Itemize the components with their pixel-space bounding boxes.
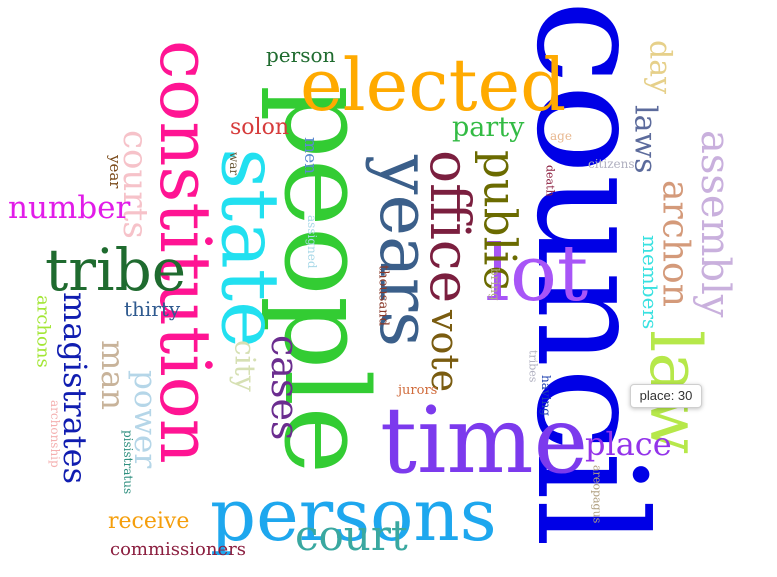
- word-assigned[interactable]: assigned: [305, 215, 319, 269]
- word-assembly[interactable]: assembly: [692, 130, 738, 318]
- word-pisistratus[interactable]: pisistratus: [121, 430, 135, 494]
- word-war[interactable]: war: [227, 152, 241, 175]
- word-archon[interactable]: archon: [655, 180, 696, 307]
- hover-tooltip: place: 30: [630, 384, 702, 408]
- word-receive[interactable]: receive: [108, 509, 189, 534]
- word-elected[interactable]: elected: [300, 43, 566, 127]
- word-solon[interactable]: solon: [230, 115, 289, 140]
- word-power[interactable]: power: [127, 370, 163, 468]
- word-city[interactable]: city: [229, 340, 262, 392]
- word-tribe[interactable]: tribe: [45, 236, 186, 304]
- word-people[interactable]: people: [258, 85, 392, 474]
- word-lot[interactable]: lot: [485, 229, 588, 319]
- word-men[interactable]: men: [300, 137, 320, 174]
- word-day[interactable]: day: [643, 40, 678, 94]
- word-constitution[interactable]: constitution: [144, 40, 226, 464]
- word-age[interactable]: age: [550, 129, 572, 143]
- word-having[interactable]: having: [539, 375, 553, 416]
- word-vote[interactable]: vote: [423, 309, 467, 392]
- word-person[interactable]: person: [266, 43, 336, 67]
- word-laws[interactable]: laws: [628, 105, 663, 174]
- word-time[interactable]: time: [380, 387, 588, 494]
- word-public[interactable]: public: [474, 150, 527, 291]
- word-death[interactable]: death: [544, 165, 557, 197]
- word-state[interactable]: state: [204, 148, 297, 348]
- word-members[interactable]: members: [638, 235, 662, 329]
- word-place[interactable]: place: [585, 425, 672, 463]
- word-man[interactable]: man: [94, 340, 132, 410]
- word-council[interactable]: council: [503, 0, 677, 548]
- word-court[interactable]: court: [295, 511, 408, 560]
- word-office[interactable]: office: [418, 150, 482, 303]
- word-archonship[interactable]: archonship: [48, 400, 62, 468]
- word-thousand[interactable]: thousand: [376, 265, 391, 326]
- word-bring[interactable]: bring: [488, 268, 502, 301]
- word-persons[interactable]: persons: [210, 473, 497, 557]
- word-tribes[interactable]: tribes: [527, 350, 540, 383]
- word-years[interactable]: years: [364, 154, 446, 347]
- word-cases[interactable]: cases: [263, 335, 307, 440]
- word-thirty[interactable]: thirty: [124, 297, 181, 321]
- word-magistrates[interactable]: magistrates: [56, 292, 94, 484]
- word-commissioners[interactable]: commissioners: [110, 539, 246, 560]
- word-jurors[interactable]: jurors: [396, 383, 437, 398]
- word-party[interactable]: party: [452, 112, 525, 143]
- word-archons[interactable]: archons: [33, 295, 54, 368]
- word-areopagus[interactable]: areopagus: [591, 465, 604, 524]
- word-citizens[interactable]: citizens: [588, 157, 635, 171]
- word-number[interactable]: number: [8, 190, 131, 226]
- word-year[interactable]: year: [106, 154, 124, 189]
- word-courts[interactable]: courts: [115, 130, 155, 239]
